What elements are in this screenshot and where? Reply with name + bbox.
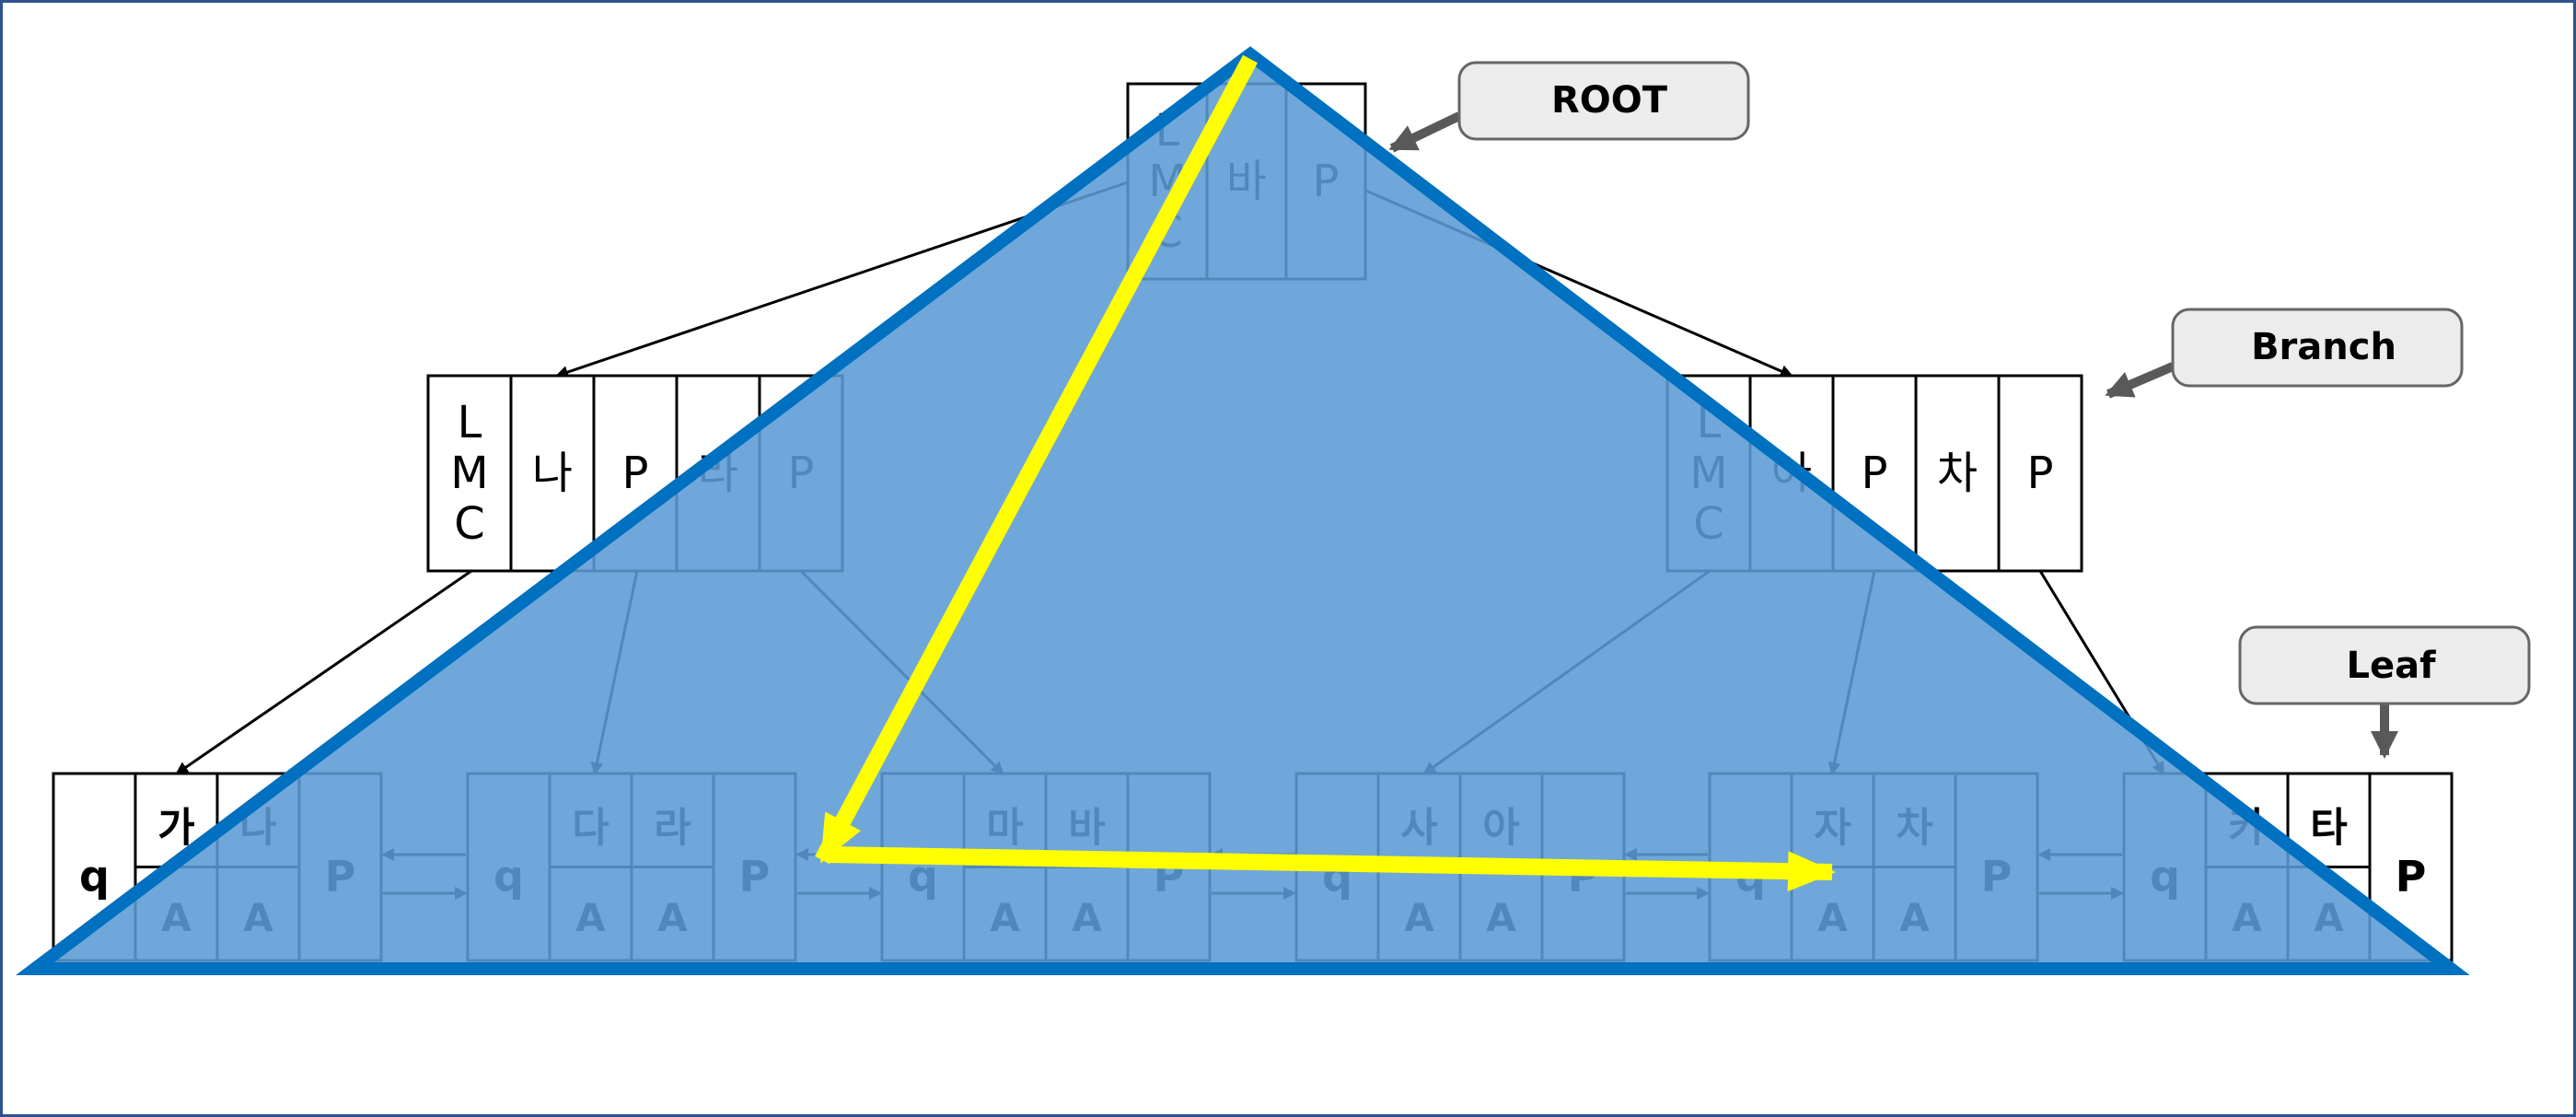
branch-callout-box: [2171, 308, 2464, 388]
leaf-callout-box: [2238, 625, 2531, 705]
branch-node-left-cell-0-text-line-1: M: [450, 448, 488, 499]
leaf-node-5-next-cell: [2368, 772, 2454, 962]
branch-callout-label: Branch: [2251, 326, 2396, 368]
root-callout-arrow: [1388, 111, 1462, 153]
leaf-node-0-prev-text: q: [79, 852, 110, 902]
leaf-node-5-key-1: 타: [2310, 804, 2347, 851]
branch-node-right-cell-3: [1914, 374, 2001, 573]
leaf-callout-label: Leaf: [2346, 645, 2436, 687]
branch-node-right-cell-3-text-line-0: 차: [1937, 448, 1978, 499]
leaf-node-0-key-0: 가: [157, 804, 194, 851]
tree-edge-2: [175, 569, 472, 775]
root-callout: ROOT: [1388, 61, 1750, 153]
root-callout-label: ROOT: [1551, 79, 1668, 122]
branch-node-right-cell-2-text-line-0: P: [1862, 448, 1888, 499]
branch-callout-arrow: [2105, 362, 2175, 399]
branch-node-right-cell-4: [1997, 374, 2083, 573]
branch-node-left-cell-0-text-line-2: C: [454, 498, 485, 550]
branch-node-left-cell-1-text-line-0: 나: [532, 448, 573, 499]
branch-node-left-cell-2-text-line-0: P: [622, 448, 649, 499]
search-scope-triangle: [16, 46, 2470, 975]
leaf-node-5-next-text: P: [2396, 852, 2427, 902]
branch-node-left-cell-0: [426, 374, 513, 573]
branch-node-left-cell-0-text-line-0: L: [458, 397, 482, 448]
branch-callout: Branch: [2105, 308, 2464, 399]
leaf-callout: Leaf: [2238, 625, 2531, 759]
root-callout-box: [1457, 61, 1750, 141]
highlight-arrow-descend: [815, 54, 1258, 865]
branch-node-right-cell-4-text-line-0: P: [2027, 448, 2054, 499]
highlight-arrow-scan: [828, 846, 1836, 892]
